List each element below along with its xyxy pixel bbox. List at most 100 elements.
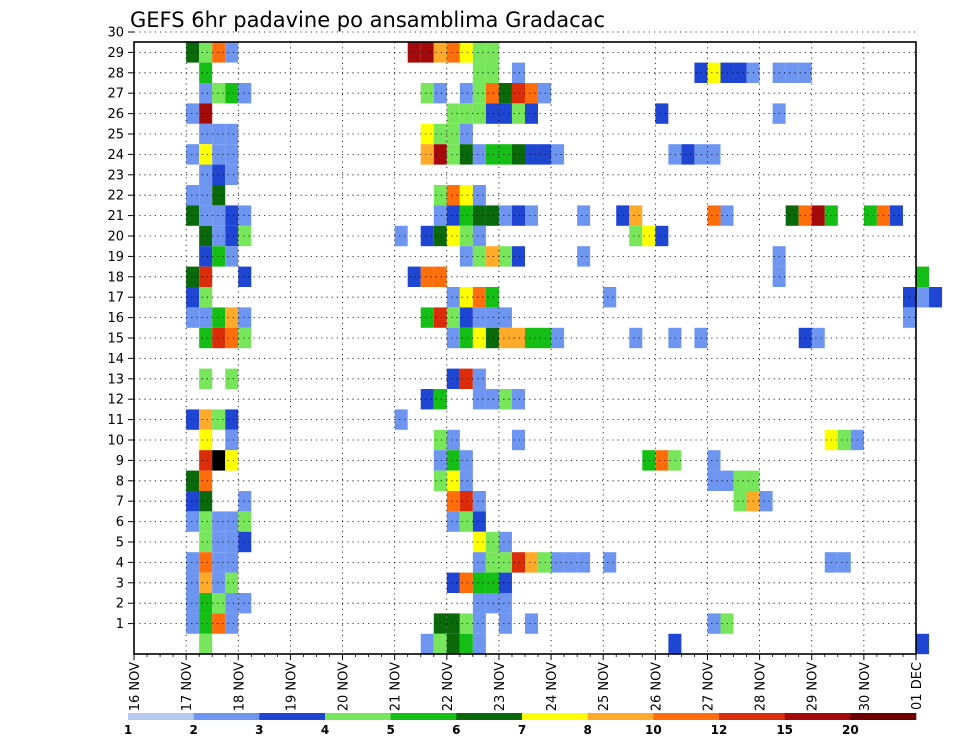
- colorbar-swatch: [850, 713, 917, 720]
- x-tick-label: 17 NOV: [180, 662, 195, 711]
- x-tick-label: 25 NOV: [597, 662, 612, 711]
- precip-cell: [511, 429, 525, 451]
- precip-cell: [212, 531, 226, 553]
- precip-cell: [498, 613, 512, 634]
- y-tick-label: 29: [107, 46, 124, 61]
- x-tick-label: 27 NOV: [701, 662, 716, 711]
- precip-cell: [186, 511, 200, 532]
- precip-cell: [433, 307, 447, 328]
- precip-cell: [459, 511, 473, 532]
- precip-cell: [498, 389, 512, 410]
- precip-cell: [837, 429, 851, 451]
- precip-cell: [238, 491, 252, 512]
- y-tick-label: 23: [107, 168, 124, 183]
- precip-cell: [212, 511, 226, 532]
- precip-cell: [551, 144, 565, 165]
- precip-cell: [459, 327, 473, 349]
- precip-cell: [238, 593, 252, 614]
- precip-cell: [407, 42, 421, 63]
- precip-cell: [238, 83, 252, 104]
- y-tick-label: 27: [107, 87, 124, 102]
- y-tick-label: 15: [107, 332, 124, 347]
- precip-cell: [446, 572, 460, 593]
- precip-cell: [433, 205, 447, 226]
- precip-cell: [459, 42, 473, 63]
- precip-cell: [459, 83, 473, 104]
- y-tick-label: 20: [107, 230, 124, 245]
- precip-cell: [225, 368, 239, 389]
- precip-cell: [733, 470, 747, 491]
- precip-cell: [225, 164, 239, 185]
- precip-cell: [212, 123, 226, 145]
- colorbar-label: 20: [842, 723, 859, 737]
- precip-cell: [629, 225, 643, 247]
- precip-cell: [837, 552, 851, 573]
- x-tick-label: 23 NOV: [493, 662, 508, 711]
- precip-cell: [564, 552, 578, 573]
- precip-cell: [225, 552, 239, 573]
- precip-cell: [681, 144, 695, 165]
- precip-cell: [785, 62, 799, 83]
- precip-cell: [212, 83, 226, 104]
- precip-cell: [433, 42, 447, 63]
- precip-cell: [707, 613, 721, 634]
- colorbar-swatch: [587, 713, 654, 720]
- colorbar-swatch: [325, 713, 391, 720]
- precip-cell: [485, 593, 499, 614]
- precip-cell: [212, 327, 226, 349]
- x-tick-label: 19 NOV: [284, 662, 299, 711]
- precip-cell: [472, 389, 486, 410]
- precip-cell: [498, 593, 512, 614]
- precip-cell: [511, 246, 525, 267]
- precip-cell: [485, 103, 499, 124]
- precip-cell: [472, 83, 486, 104]
- precip-cell: [511, 83, 525, 104]
- x-tick-label: 28 NOV: [754, 662, 769, 711]
- y-tick-label: 3: [116, 576, 124, 591]
- precip-cell: [420, 123, 434, 145]
- precip-cell: [525, 144, 539, 165]
- precip-cell: [511, 552, 525, 573]
- precip-cell: [472, 246, 486, 267]
- precip-cell: [759, 491, 773, 512]
- precip-cell: [472, 205, 486, 226]
- precip-cell: [459, 307, 473, 328]
- precip-cell: [811, 327, 825, 349]
- precip-cell: [186, 613, 200, 634]
- precip-cell: [498, 246, 512, 267]
- precip-cell: [199, 613, 213, 634]
- precip-cell: [186, 42, 200, 63]
- precip-cell: [238, 205, 252, 226]
- precip-cell: [498, 83, 512, 104]
- precip-cell: [446, 450, 460, 471]
- precip-cell: [212, 307, 226, 328]
- precip-cell: [498, 103, 512, 124]
- precip-cell: [446, 633, 460, 655]
- precip-cell: [485, 531, 499, 553]
- precip-cell: [485, 389, 499, 410]
- precip-cell: [785, 205, 799, 226]
- precip-cell: [472, 42, 486, 63]
- precip-cell: [459, 633, 473, 655]
- precip-cell: [498, 327, 512, 349]
- precip-cell: [498, 572, 512, 593]
- precip-cell: [446, 429, 460, 451]
- precip-cell: [199, 572, 213, 593]
- precip-cell: [577, 552, 591, 573]
- precip-cell: [394, 409, 408, 430]
- precip-cell: [199, 511, 213, 532]
- precip-cell: [225, 429, 239, 451]
- precip-cell: [525, 327, 539, 349]
- precip-cell: [525, 205, 539, 226]
- x-tick-label: 21 NOV: [389, 662, 404, 711]
- precip-cell: [212, 552, 226, 573]
- heatmap-cells: [186, 42, 943, 655]
- precip-cell: [498, 307, 512, 328]
- colorbar-label: 2: [189, 723, 197, 737]
- precip-cell: [472, 103, 486, 124]
- precip-cell: [707, 450, 721, 471]
- precip-cell: [811, 205, 825, 226]
- precip-cell: [472, 368, 486, 389]
- x-axis: 16 NOV 17 NOV 18 NOV 19 NOV 20 NOV 21 NOV 22 N…: [128, 654, 925, 711]
- colorbar-swatch: [653, 713, 720, 720]
